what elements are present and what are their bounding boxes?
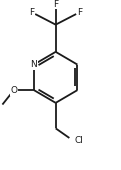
Text: O: O bbox=[10, 86, 17, 95]
Text: F: F bbox=[29, 8, 34, 17]
Text: F: F bbox=[77, 8, 82, 17]
Text: N: N bbox=[30, 60, 37, 69]
Text: Cl: Cl bbox=[74, 136, 83, 145]
Text: F: F bbox=[53, 0, 58, 9]
